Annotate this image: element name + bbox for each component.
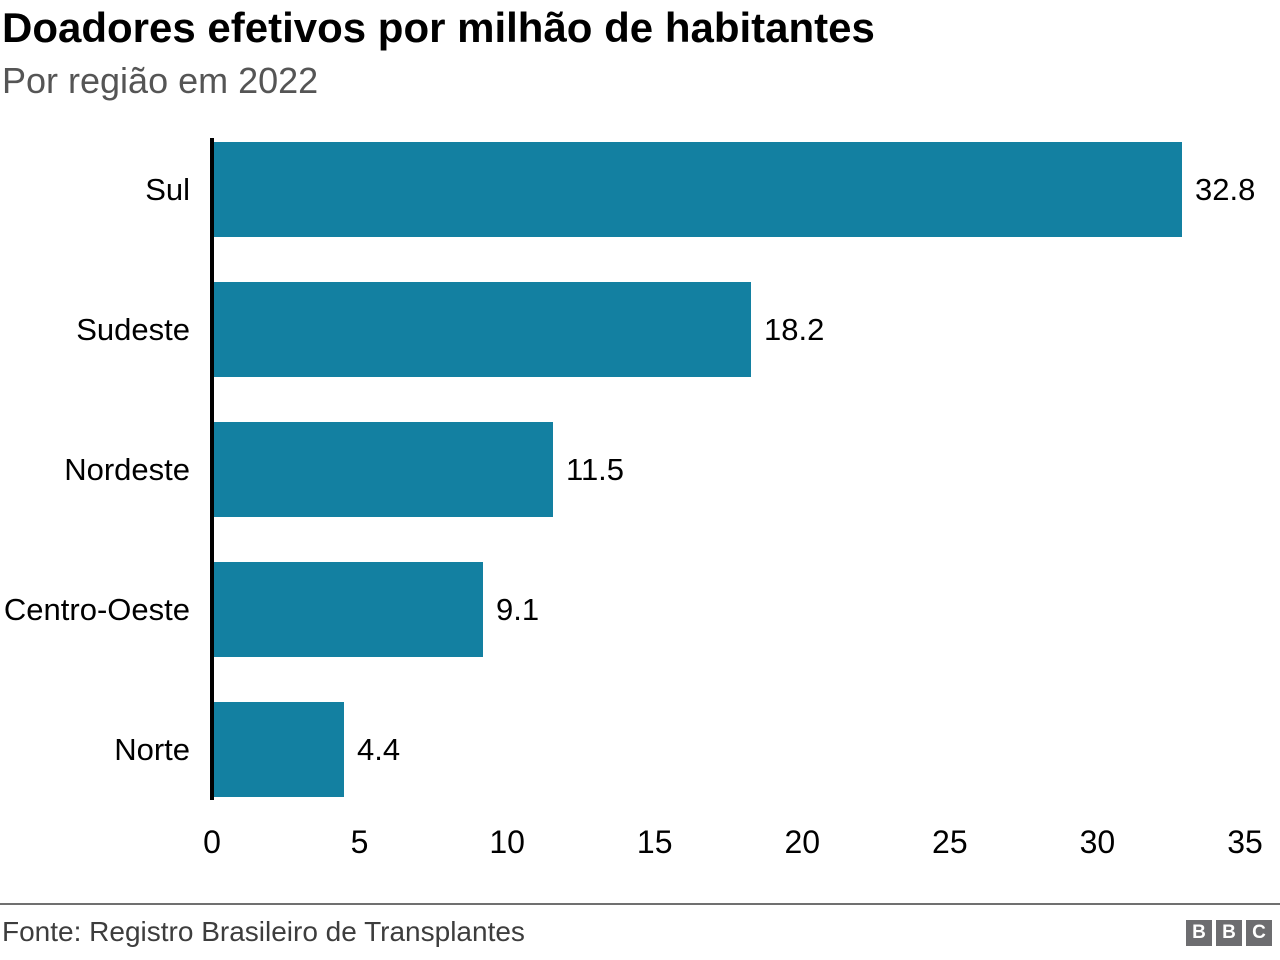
bar-row: Centro-Oeste 9.1 bbox=[0, 562, 1280, 702]
category-label: Nordeste bbox=[64, 451, 190, 487]
value-label: 11.5 bbox=[566, 451, 625, 487]
x-tick-label: 35 bbox=[1227, 824, 1263, 860]
bar-row: Nordeste 11.5 bbox=[0, 422, 1280, 562]
x-axis-ticks: 0 5 10 15 20 25 30 35 bbox=[0, 824, 1280, 868]
bbc-logo-letter-icon: C bbox=[1246, 920, 1272, 946]
x-tick-label: 5 bbox=[350, 824, 369, 860]
x-tick-label: 10 bbox=[489, 824, 525, 860]
x-tick-label: 0 bbox=[203, 824, 221, 860]
footer-divider bbox=[0, 903, 1280, 905]
bar-rows: Sul 32.8 Sudeste 18.2 Nordeste 11.5 Centro-Oes… bbox=[0, 142, 1280, 842]
bbc-logo-letter-icon: B bbox=[1186, 920, 1212, 946]
bar bbox=[214, 562, 483, 657]
bar bbox=[214, 422, 553, 517]
x-tick-label: 30 bbox=[1079, 824, 1116, 860]
bbc-logo: B B C bbox=[1186, 920, 1272, 946]
value-label: 4.4 bbox=[357, 731, 401, 767]
x-tick-label: 25 bbox=[932, 824, 968, 860]
category-label: Sul bbox=[145, 171, 190, 207]
bar-row: Sudeste 18.2 bbox=[0, 282, 1280, 422]
bar-row: Sul 32.8 bbox=[0, 142, 1280, 282]
bar bbox=[214, 142, 1182, 237]
category-label: Norte bbox=[114, 731, 190, 767]
x-tick-label: 15 bbox=[636, 824, 673, 860]
chart-title: Doadores efetivos por milhão de habitant… bbox=[2, 4, 875, 51]
category-label: Sudeste bbox=[76, 311, 190, 347]
value-label: 9.1 bbox=[496, 591, 540, 627]
value-label: 32.8 bbox=[1195, 171, 1256, 207]
bar-row: Norte 4.4 bbox=[0, 702, 1280, 842]
category-label: Centro-Oeste bbox=[3, 591, 190, 627]
bar bbox=[214, 282, 751, 377]
value-label: 18.2 bbox=[764, 311, 825, 347]
bbc-logo-letter-icon: B bbox=[1216, 920, 1242, 946]
bar bbox=[214, 702, 344, 797]
source-attribution: Fonte: Registro Brasileiro de Transplant… bbox=[2, 916, 525, 947]
x-tick-label: 20 bbox=[784, 824, 821, 860]
chart-subtitle: Por região em 2022 bbox=[2, 60, 319, 101]
y-axis-baseline bbox=[210, 138, 214, 800]
